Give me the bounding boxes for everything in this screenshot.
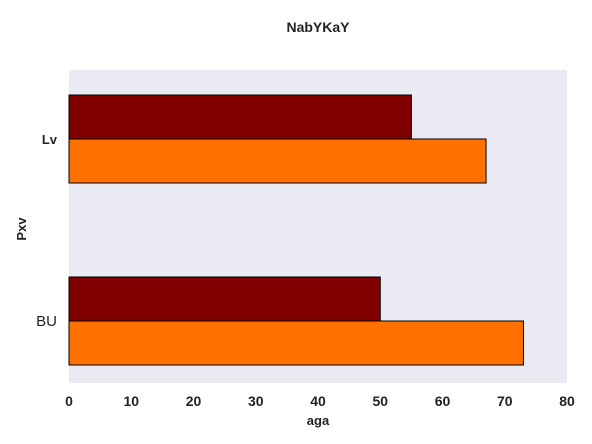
x-tick-label-60: 60: [435, 393, 451, 409]
bar-lv-series-1: [68, 94, 412, 140]
x-tick-label-30: 30: [248, 393, 264, 409]
bar-lv-series-2: [68, 138, 487, 184]
x-tick-label-0: 0: [65, 393, 73, 409]
bars-group: [68, 94, 524, 366]
x-tick-label-10: 10: [123, 393, 139, 409]
y-tick-label-lv: Lv: [42, 132, 58, 147]
x-tick-label-20: 20: [186, 393, 202, 409]
bar-bu-series-1: [68, 276, 381, 322]
x-tick-label-50: 50: [372, 393, 388, 409]
y-axis-label: Pxv: [14, 217, 29, 241]
x-tick-labels: 0 10 20 30 40 50 60 70 80: [65, 393, 575, 409]
chart-title: NabYKaY: [286, 19, 350, 35]
x-axis-label: aga: [307, 413, 330, 428]
bar-bu-series-2: [68, 320, 524, 366]
x-tick-label-80: 80: [559, 393, 575, 409]
x-tick-label-40: 40: [310, 393, 326, 409]
y-tick-labels: Lv BU: [36, 132, 58, 330]
y-tick-label-bu: BU: [36, 313, 57, 330]
x-tick-label-70: 70: [497, 393, 513, 409]
